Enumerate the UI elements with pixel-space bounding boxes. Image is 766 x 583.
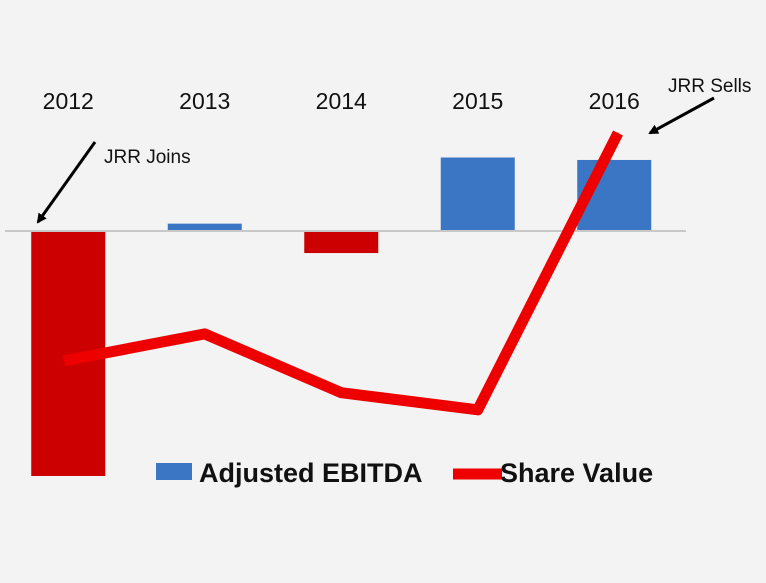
share-value-point-2012 [63, 360, 65, 362]
share-value-line [62, 130, 623, 416]
category-labels: 2012 2013 2014 2015 2016 [43, 88, 640, 114]
annotation-jrr-joins: JRR Joins [36, 141, 191, 224]
category-label-2015: 2015 [452, 88, 503, 114]
annotation-sells-label: JRR Sells [668, 76, 751, 97]
share-value-point-2014 [340, 392, 342, 394]
category-label-2014: 2014 [316, 88, 367, 114]
legend-ebitda-swatch [156, 463, 192, 480]
legend-ebitda-label: Adjusted EBITDA [199, 458, 423, 488]
ebitda-bar-2014 [304, 231, 379, 254]
share-value-line-layer [62, 130, 623, 416]
category-label-2012: 2012 [43, 88, 94, 114]
ebitda-bar-2013 [167, 223, 242, 231]
category-label-2016: 2016 [589, 88, 640, 114]
share-value-point-2016 [617, 132, 619, 134]
annotation-sells-arrow [648, 96, 715, 135]
share-value-point-2013 [204, 333, 206, 335]
annotation-jrr-sells: JRR Sells [648, 76, 751, 135]
share-value-point-2015 [477, 409, 479, 411]
legend: Adjusted EBITDA Share Value [156, 458, 653, 488]
ebitda-bar-2015 [440, 157, 515, 231]
category-label-2013: 2013 [179, 88, 230, 114]
bars-layer [31, 157, 652, 476]
annotation-joins-arrow [36, 141, 97, 224]
legend-share-value-label: Share Value [500, 458, 653, 488]
annotation-joins-label: JRR Joins [104, 147, 191, 168]
